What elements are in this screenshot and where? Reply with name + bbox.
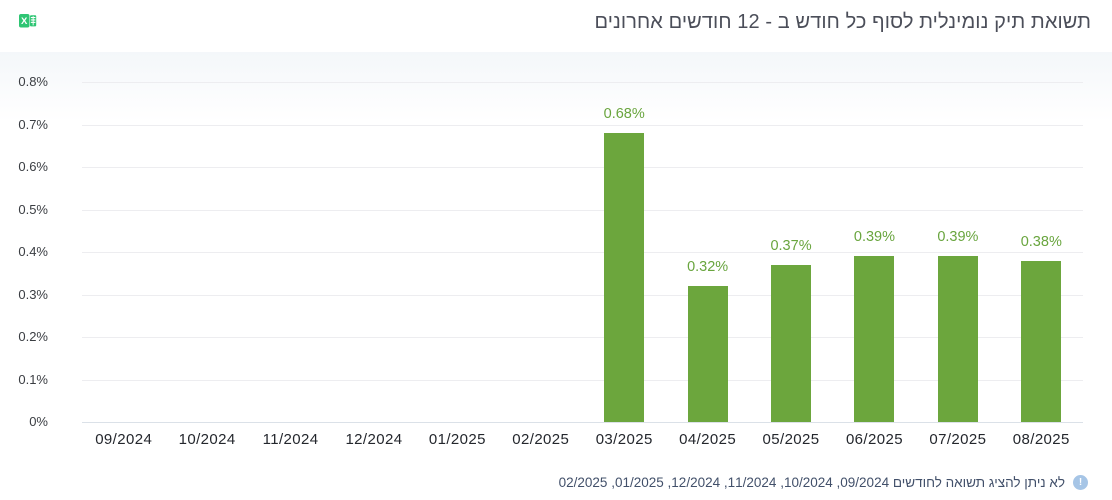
bar-value-label: 0.68% [603, 106, 645, 122]
x-axis-tick-label: 02/2025 [512, 431, 570, 448]
x-axis-tick-label: 12/2024 [345, 431, 403, 448]
chart-title: תשואת תיק נומינלית לסוף כל חודש ב - 12 ח… [594, 11, 1091, 33]
footnote-text: לא ניתן להציג תשואה לחודשים 09/2024, 10/… [558, 475, 1065, 490]
bar-08/2025[interactable] [1021, 260, 1062, 422]
gridline [82, 252, 1083, 253]
x-axis-tick-label: 07/2025 [929, 431, 987, 448]
x-axis-tick-label: 10/2024 [178, 431, 236, 448]
svg-text:X: X [21, 16, 28, 27]
x-axis-tick-label: 04/2025 [679, 431, 737, 448]
gridline [82, 294, 1083, 296]
gridline [82, 337, 1083, 338]
x-axis-tick-label: 09/2024 [95, 431, 153, 448]
x-axis-tick-label: 05/2025 [762, 431, 820, 448]
info-icon[interactable]: ! [1073, 475, 1088, 490]
y-axis-tick-label: 0.3% [18, 286, 48, 302]
bar-value-label: 0.37% [770, 237, 812, 254]
x-axis-tick-label: 03/2025 [595, 431, 653, 448]
bar-07/2025[interactable] [937, 256, 978, 422]
x-axis-line [82, 422, 1083, 423]
gridline [82, 124, 1083, 126]
x-axis-tick-label: 06/2025 [845, 431, 903, 448]
bar-value-label: 0.39% [853, 229, 896, 246]
x-axis-tick-label: 11/2024 [262, 431, 319, 448]
gridline [82, 82, 1083, 83]
y-axis-tick-label: 0.5% [18, 201, 48, 217]
bar-value-label: 0.39% [937, 229, 979, 246]
gridline [82, 167, 1083, 168]
y-axis-tick-label: 0.1% [18, 371, 48, 387]
excel-icon: X [18, 14, 38, 34]
y-axis-tick-label: 0.4% [18, 244, 48, 259]
y-axis-tick-label: 0% [29, 414, 48, 429]
y-axis-tick-label: 0.7% [18, 116, 48, 132]
bar-04/2025[interactable] [687, 286, 728, 422]
bar-06/2025[interactable] [854, 256, 895, 422]
footnote: ! לא ניתן להציג תשואה לחודשים 09/2024, 1… [559, 475, 1088, 490]
export-to-excel-button[interactable]: X [18, 12, 38, 30]
chart-background-band [0, 52, 1112, 122]
y-axis-tick-label: 0.2% [18, 329, 48, 344]
bar-value-label: 0.38% [1020, 233, 1062, 250]
x-axis-tick-label: 01/2025 [428, 431, 486, 448]
bar-05/2025[interactable] [771, 264, 812, 422]
x-axis-tick-label: 08/2025 [1012, 431, 1070, 448]
y-axis-tick-label: 0.6% [18, 159, 48, 174]
y-axis-tick-label: 0.8% [18, 74, 48, 89]
gridline [82, 209, 1083, 211]
gridline [82, 379, 1083, 381]
bar-value-label: 0.32% [687, 259, 729, 275]
bar-03/2025[interactable] [604, 133, 645, 422]
